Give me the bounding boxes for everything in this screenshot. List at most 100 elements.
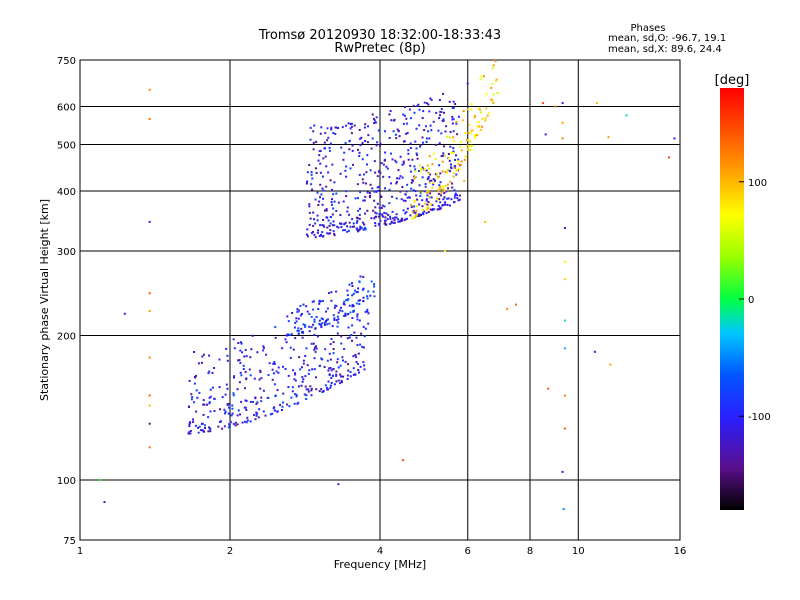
data-point bbox=[491, 82, 494, 85]
data-point bbox=[319, 132, 322, 135]
data-point bbox=[363, 335, 366, 338]
data-point bbox=[351, 218, 354, 221]
data-point bbox=[446, 203, 449, 206]
data-point bbox=[201, 429, 204, 432]
data-point bbox=[224, 412, 226, 415]
data-point bbox=[351, 339, 353, 342]
data-point bbox=[474, 135, 476, 138]
data-point bbox=[562, 508, 565, 511]
data-point bbox=[335, 305, 338, 308]
data-point bbox=[458, 194, 461, 197]
data-point bbox=[391, 195, 394, 198]
data-point bbox=[354, 289, 356, 292]
data-point bbox=[320, 323, 322, 326]
data-point bbox=[394, 159, 397, 162]
data-point bbox=[438, 207, 441, 210]
data-point bbox=[406, 196, 409, 199]
data-point bbox=[344, 169, 347, 172]
data-point bbox=[563, 427, 566, 430]
data-point bbox=[193, 375, 196, 378]
data-point bbox=[298, 309, 300, 312]
data-point bbox=[351, 317, 354, 319]
data-point bbox=[466, 82, 469, 85]
data-point bbox=[542, 102, 545, 105]
data-point bbox=[485, 92, 488, 95]
data-point bbox=[281, 409, 283, 411]
data-point bbox=[352, 222, 355, 225]
data-point bbox=[415, 209, 418, 212]
data-point bbox=[286, 315, 289, 318]
data-point bbox=[291, 312, 294, 314]
data-point bbox=[421, 117, 424, 119]
data-point bbox=[425, 198, 428, 201]
data-point bbox=[428, 137, 431, 140]
data-point bbox=[364, 327, 367, 330]
data-point bbox=[412, 211, 415, 214]
data-point bbox=[406, 183, 409, 186]
data-point bbox=[414, 140, 417, 143]
data-point bbox=[356, 344, 359, 347]
data-point bbox=[288, 334, 291, 337]
data-point bbox=[386, 167, 389, 170]
data-point bbox=[426, 189, 429, 192]
data-point bbox=[442, 118, 445, 121]
data-point bbox=[335, 370, 338, 373]
data-point bbox=[404, 106, 406, 109]
data-point bbox=[301, 376, 304, 379]
data-point bbox=[364, 140, 367, 142]
data-point bbox=[335, 192, 338, 195]
data-point bbox=[470, 103, 473, 106]
data-point bbox=[336, 315, 339, 318]
data-point bbox=[402, 122, 405, 125]
data-point bbox=[293, 326, 296, 329]
data-point bbox=[245, 355, 248, 358]
data-point bbox=[439, 201, 442, 204]
data-point bbox=[310, 342, 313, 345]
data-point bbox=[359, 144, 362, 147]
data-point bbox=[416, 157, 419, 160]
data-point bbox=[428, 179, 431, 182]
data-point bbox=[409, 147, 412, 149]
data-point bbox=[457, 115, 460, 118]
data-point bbox=[226, 403, 229, 406]
data-point bbox=[458, 167, 461, 170]
data-point bbox=[332, 348, 335, 350]
data-point bbox=[317, 308, 320, 310]
data-point bbox=[231, 404, 234, 407]
data-point bbox=[352, 225, 354, 228]
stats-block: Phases mean, sd,O: -96.7, 19.1 mean, sd,… bbox=[608, 23, 726, 55]
data-point bbox=[450, 198, 453, 201]
data-point bbox=[446, 135, 449, 138]
data-point bbox=[315, 316, 318, 318]
data-point bbox=[369, 194, 372, 197]
data-point bbox=[324, 147, 326, 150]
data-point bbox=[407, 152, 410, 155]
data-point bbox=[306, 364, 309, 367]
data-point bbox=[225, 347, 228, 350]
data-point bbox=[340, 379, 343, 382]
data-point bbox=[470, 132, 473, 135]
data-point bbox=[328, 322, 331, 325]
data-point bbox=[414, 215, 417, 217]
data-point bbox=[361, 345, 364, 348]
data-point bbox=[418, 184, 421, 187]
data-point bbox=[329, 229, 332, 232]
data-point bbox=[456, 133, 459, 136]
data-point bbox=[366, 310, 369, 313]
data-point bbox=[443, 189, 446, 192]
data-point bbox=[298, 329, 301, 332]
data-point bbox=[253, 377, 256, 380]
data-point bbox=[148, 310, 151, 312]
data-point bbox=[344, 360, 347, 363]
data-point bbox=[339, 364, 342, 367]
data-point bbox=[188, 379, 191, 382]
data-point bbox=[466, 139, 468, 142]
data-point bbox=[375, 116, 378, 119]
data-point bbox=[286, 333, 289, 336]
data-point bbox=[474, 136, 477, 139]
data-point bbox=[366, 308, 369, 311]
data-point bbox=[351, 305, 354, 308]
data-point bbox=[385, 223, 388, 226]
data-point bbox=[240, 342, 243, 345]
data-point bbox=[289, 346, 292, 349]
